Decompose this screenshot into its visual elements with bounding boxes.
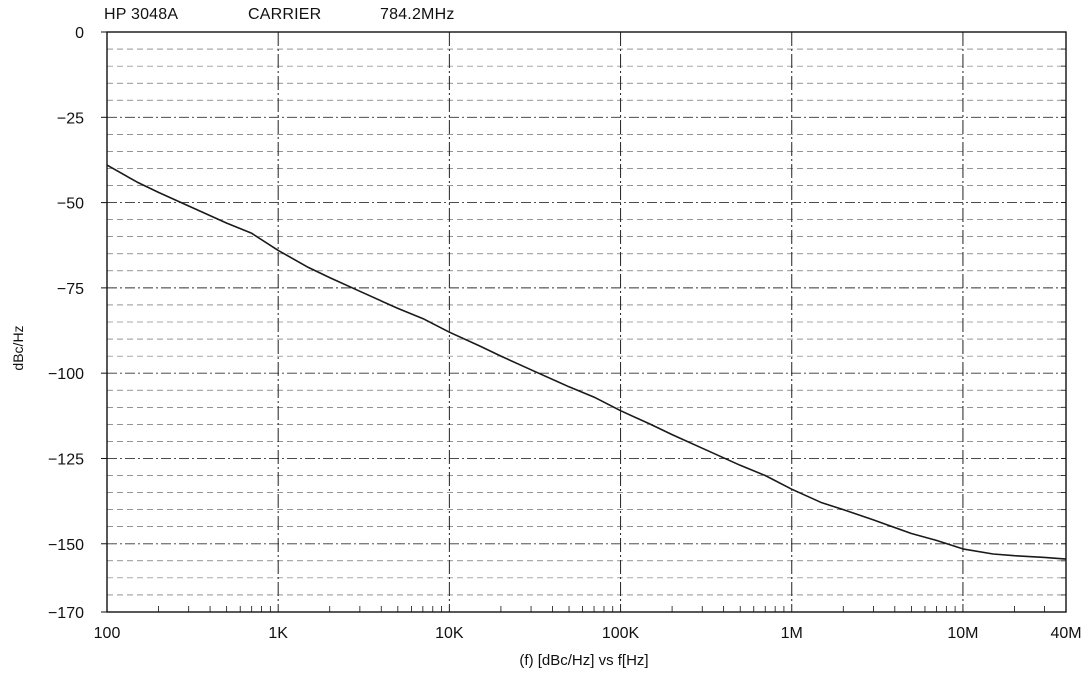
plot-frame	[106, 31, 1067, 613]
y-axis-label: dBc/Hz	[10, 325, 26, 371]
instrument-label: HP 3048A	[104, 6, 179, 23]
x-axis-label: (f) [dBc/Hz] vs f[Hz]	[519, 652, 649, 669]
y-tick-label: 0	[75, 25, 84, 42]
grid	[107, 31, 1066, 613]
y-tick-label: −75	[57, 281, 84, 298]
y-axis-ticks: 0 −25 −50 −75 −100 −125 −150 −170	[48, 25, 1066, 622]
x-tick-label: 1M	[781, 625, 803, 642]
y-tick-label: −50	[57, 196, 84, 213]
y-tick-label: −25	[57, 110, 84, 127]
y-tick-label: −100	[48, 366, 84, 383]
x-tick-label: 10M	[947, 625, 978, 642]
y-tick-label: −150	[48, 537, 84, 554]
y-tick-label: −170	[48, 605, 84, 622]
series-line-0	[106, 164, 1067, 560]
series-layer	[106, 164, 1067, 560]
x-axis-ticks: 100 1K 10K 100K 1M 10M 40M	[94, 606, 1082, 642]
carrier-frequency: 784.2MHz	[380, 6, 455, 23]
x-tick-label: 100	[94, 625, 121, 642]
x-tick-label: 10K	[435, 625, 464, 642]
carrier-label: CARRIER	[248, 6, 322, 23]
x-tick-label: 100K	[602, 625, 640, 642]
x-tick-label: 40M	[1050, 625, 1081, 642]
y-tick-label: −125	[48, 451, 84, 468]
x-tick-label: 1K	[268, 625, 288, 642]
